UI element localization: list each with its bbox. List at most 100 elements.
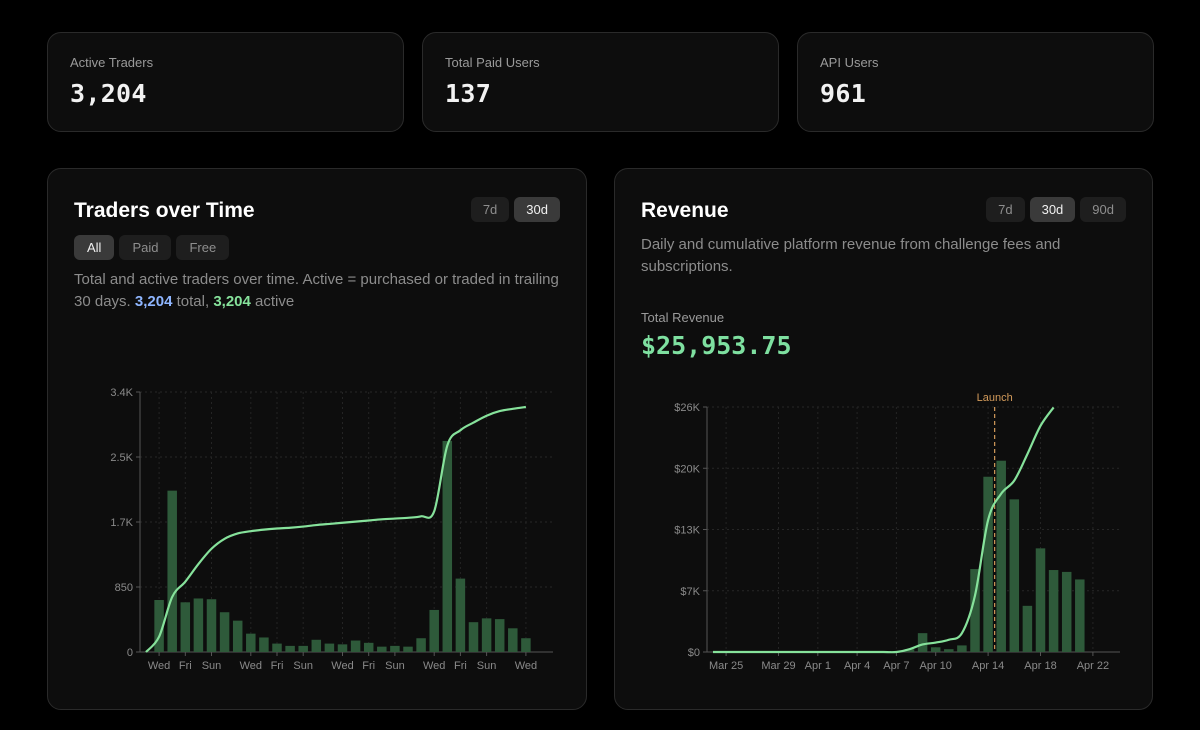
y-tick-label: 850: [115, 582, 133, 594]
bar: [983, 476, 993, 652]
bar: [1035, 548, 1046, 652]
filter-free-button[interactable]: Free: [176, 235, 230, 260]
total-revenue-value: $25,953.75: [641, 331, 792, 360]
x-tick-label: Fri: [179, 660, 192, 672]
bar: [1075, 579, 1085, 652]
bar: [232, 620, 243, 652]
revenue-range-selector: 7d 30d 90d: [986, 197, 1126, 222]
x-tick-label: Fri: [271, 660, 284, 672]
bar: [1061, 571, 1072, 652]
x-tick-label: Sun: [202, 660, 222, 672]
y-tick-label: $13K: [674, 525, 700, 537]
bar: [904, 649, 915, 652]
y-tick-label: $0: [688, 647, 700, 659]
x-tick-label: Apr 18: [1024, 660, 1056, 672]
bar: [272, 643, 282, 652]
stat-value: 961: [820, 79, 867, 108]
traders-filter-tabs: All Paid Free: [74, 235, 230, 260]
x-tick-label: Apr 22: [1077, 660, 1109, 672]
cumulative-line: [712, 406, 1055, 654]
traders-description-text: Total and active traders over time. Acti…: [74, 271, 559, 310]
bar: [944, 649, 954, 652]
range-30d-button[interactable]: 30d: [514, 197, 560, 222]
revenue-description: Daily and cumulative platform revenue fr…: [641, 236, 1061, 275]
bar: [468, 622, 479, 652]
y-tick-label: 0: [127, 647, 133, 659]
y-tick-label: $26K: [674, 402, 700, 414]
x-tick-label: Sun: [385, 660, 405, 672]
bar: [154, 600, 164, 652]
revenue-chart: $0 $7K $13K $20K $26K Mar 25 Mar 29 Apr 1 Apr 4 A…: [674, 392, 1120, 672]
bar: [917, 633, 928, 652]
active-label: active: [255, 293, 295, 310]
total-label: total,: [176, 293, 210, 310]
y-tick-label: 2.5K: [110, 452, 133, 464]
bar: [442, 440, 453, 652]
traders-title: Traders over Time: [74, 199, 255, 222]
bar: [311, 639, 322, 652]
stat-card-api-users: API Users 961: [797, 32, 1154, 132]
x-tick-label: Apr 1: [805, 660, 831, 672]
bar: [1009, 499, 1020, 652]
stat-label: Active Traders: [70, 55, 154, 70]
bar: [167, 490, 177, 652]
revenue-panel: Revenue 7d 30d 90d Daily and cumulative …: [614, 168, 1153, 710]
launch-label: Launch: [977, 392, 1013, 404]
filter-all-button[interactable]: All: [74, 235, 115, 260]
bar: [403, 646, 413, 652]
cumulative-line: [145, 405, 527, 653]
range-90d-button[interactable]: 90d: [1080, 197, 1126, 222]
bar: [416, 638, 426, 652]
bar: [996, 460, 1006, 652]
x-tick-label: Wed: [515, 660, 537, 672]
bar: [957, 645, 967, 652]
bar: [285, 645, 295, 652]
x-tick-label: Wed: [148, 660, 170, 672]
traders-chart: 0 850 1.7K 2.5K 3.4K Wed Fri Sun Wed Fri Sun Wed Fri…: [110, 387, 553, 672]
bar: [363, 642, 374, 652]
bar: [246, 633, 256, 652]
bar: [429, 609, 439, 652]
y-tick-label: $7K: [680, 586, 700, 598]
x-tick-label: Apr 10: [919, 660, 951, 672]
x-tick-label: Apr 7: [883, 660, 909, 672]
stat-label: Total Paid Users: [445, 55, 540, 70]
traders-description: Total and active traders over time. Acti…: [74, 269, 564, 313]
stat-value: 3,204: [70, 79, 147, 108]
x-tick-label: Mar 29: [761, 660, 795, 672]
bar: [377, 646, 387, 652]
stat-card-active-traders: Active Traders 3,204: [47, 32, 404, 132]
bar: [193, 598, 204, 652]
x-tick-label: Sun: [477, 660, 497, 672]
range-7d-button[interactable]: 7d: [470, 197, 510, 222]
bar: [180, 602, 191, 652]
bar: [390, 645, 400, 652]
x-tick-label: Sun: [293, 660, 313, 672]
bar: [219, 612, 230, 652]
bar: [350, 640, 361, 652]
range-7d-button[interactable]: 7d: [986, 197, 1025, 222]
traders-range-selector: 7d 30d: [470, 197, 560, 222]
bar: [1048, 570, 1059, 652]
range-30d-button[interactable]: 30d: [1029, 197, 1076, 222]
bar: [259, 637, 269, 652]
filter-paid-button[interactable]: Paid: [119, 235, 172, 260]
x-tick-label: Apr 14: [972, 660, 1004, 672]
x-tick-label: Wed: [240, 660, 262, 672]
y-tick-label: 1.7K: [110, 517, 133, 529]
x-tick-label: Apr 4: [844, 660, 870, 672]
stat-value: 137: [445, 79, 492, 108]
bar: [494, 619, 505, 652]
stat-card-total-paid-users: Total Paid Users 137: [422, 32, 779, 132]
x-tick-label: Mar 25: [709, 660, 743, 672]
y-tick-label: 3.4K: [110, 387, 133, 399]
bar: [481, 618, 492, 652]
revenue-title: Revenue: [641, 199, 729, 222]
y-tick-label: $20K: [674, 463, 700, 475]
total-traders-value: 3,204: [134, 293, 173, 310]
bar: [930, 647, 941, 652]
bar: [298, 645, 308, 652]
bar: [206, 599, 217, 652]
x-tick-label: Fri: [454, 660, 467, 672]
traders-panel: Traders over Time 7d 30d All Paid Free T…: [47, 168, 587, 710]
